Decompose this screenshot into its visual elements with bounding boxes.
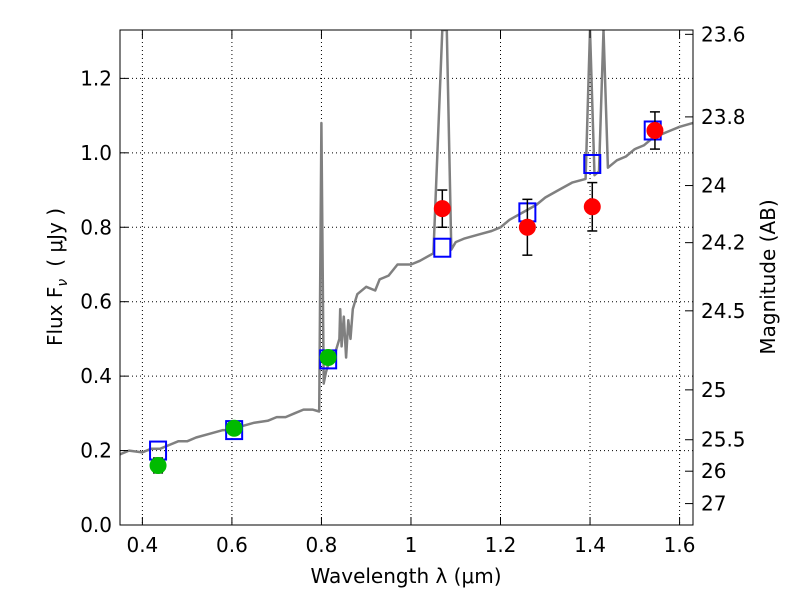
- x-tick-label: 1: [405, 533, 418, 557]
- y-tick-label: 0.8: [80, 215, 112, 239]
- nir-data-point: [583, 198, 601, 216]
- nir-data-point: [518, 218, 536, 236]
- x-tick-label: 1.6: [664, 533, 696, 557]
- y2-tick-label: 27: [701, 492, 726, 516]
- y2-axis-title: Magnitude (AB): [756, 199, 780, 354]
- plot-area: [120, 30, 693, 525]
- y-tick-label: 0.0: [80, 513, 112, 537]
- plot-frame: [119, 29, 694, 526]
- grid-lines: [120, 30, 693, 526]
- x-tick-label: 1.4: [574, 533, 606, 557]
- x-tick-label: 1.2: [485, 533, 517, 557]
- marker-layer: [149, 111, 664, 474]
- nir-data-point: [433, 200, 451, 218]
- nir-data-point: [646, 121, 664, 139]
- y2-tick-label: 26: [701, 459, 726, 483]
- tick-layer: 0.4 0.6 0.8 1 1.2 1.4 1.6 0.0 0.2 0.4 0.6 0.8 1.0 1.2…: [80, 22, 745, 557]
- y2-tick-label: 25: [701, 378, 726, 402]
- y-axis-title-main: Flux F: [43, 287, 67, 346]
- y2-tick-label: 24.2: [701, 231, 746, 255]
- x-tick-label: 0.4: [126, 533, 158, 557]
- optical-data-point: [149, 456, 167, 474]
- y-axis-title-unit: ( μJy ): [43, 208, 67, 267]
- optical-data-point: [319, 349, 337, 367]
- model-square-marker: [433, 237, 452, 258]
- x-tick-label: 0.6: [216, 533, 248, 557]
- y-tick-label: 1.2: [80, 66, 112, 90]
- y2-tick-label: 23.6: [701, 22, 746, 46]
- y-tick-label: 0.6: [80, 290, 112, 314]
- y2-tick-label: 23.8: [701, 105, 746, 129]
- x-tick-label: 0.8: [306, 533, 338, 557]
- y-tick-label: 1.0: [80, 141, 112, 165]
- y2-tick-label: 25.5: [701, 428, 746, 452]
- y-axis-title: Flux Fν ( μJy ): [43, 208, 71, 346]
- y-tick-label: 0.4: [80, 364, 112, 388]
- optical-data-point: [225, 419, 243, 437]
- y2-tick-label: 24: [701, 174, 726, 198]
- y-tick-label: 0.2: [80, 439, 112, 463]
- y2-tick-label: 24.5: [701, 299, 746, 323]
- model-square-marker: [583, 153, 602, 174]
- x-axis-title: Wavelength λ (μm): [310, 564, 501, 588]
- y-axis-title-sub: ν: [55, 279, 71, 287]
